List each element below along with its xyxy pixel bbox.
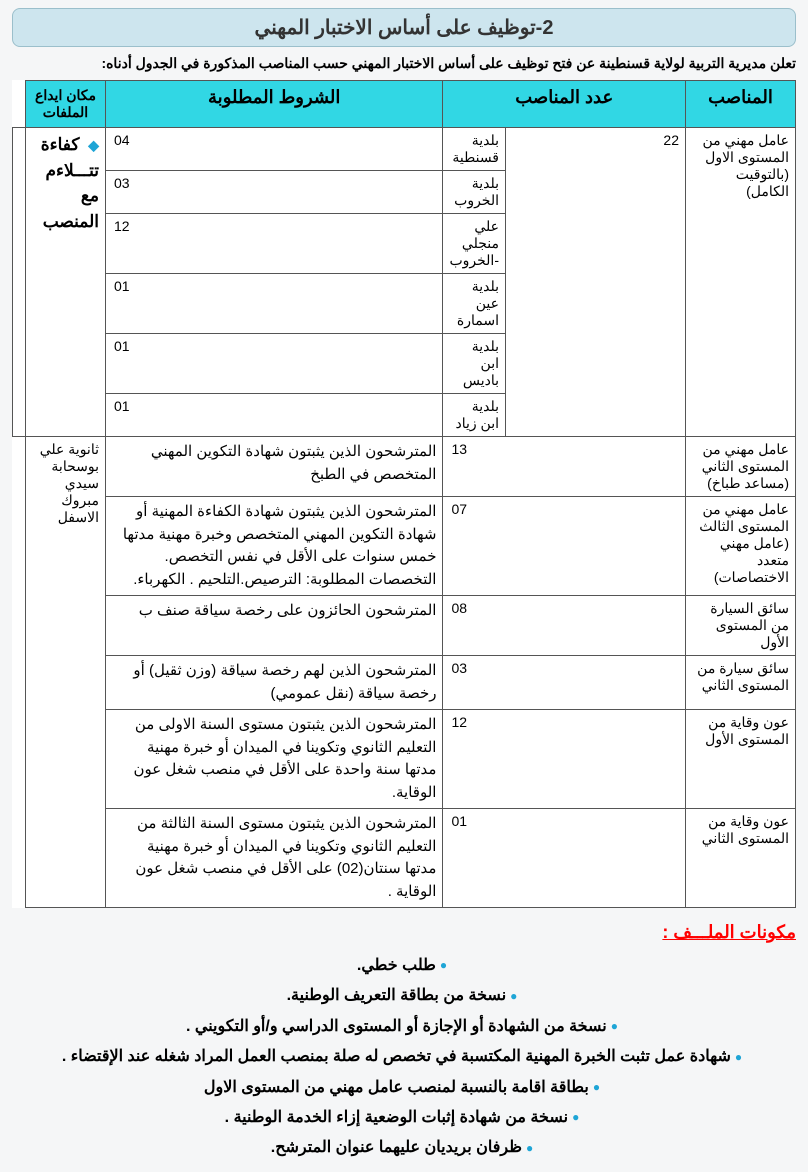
count-cell: 03 — [443, 656, 686, 710]
file-item: ● نسخة من الشهادة أو الإجازة أو المستوى ا… — [12, 1012, 796, 1042]
pos-cell: سائق سيارة من المستوى الثاني — [686, 656, 796, 710]
th-depot: مكان ايداع الملفات — [26, 81, 106, 128]
file-item: ● شهادة عمل تثبت الخبرة المهنية المكتسبة … — [12, 1042, 796, 1072]
sub-place: بلدية الخروب — [443, 171, 506, 214]
bullet-icon: ● — [611, 1019, 618, 1033]
bullet-icon: ● — [572, 1110, 579, 1124]
req-cell: ◆ كفاءة تتـــلاءم مع المنصب — [26, 128, 106, 437]
sub-count: 12 — [106, 214, 443, 274]
count-total: 22 — [506, 128, 686, 437]
depot-cell: ثانوية علي بوسحابة سيدي مبروك الاسفل — [26, 437, 106, 908]
pos-cell: عون وقاية من المستوى الأول — [686, 710, 796, 809]
count-cell: 12 — [443, 710, 686, 809]
req-cell: المترشحون الذين يثبتون شهادة الكفاءة الم… — [106, 497, 443, 596]
req-cell: المترشحون الذين يثبتون مستوى السنة الثال… — [106, 809, 443, 908]
sub-place: بلدية ابن باديس — [443, 334, 506, 394]
depot-empty — [13, 128, 26, 437]
sub-count: 01 — [106, 274, 443, 334]
file-item: ● طلب خطي. — [12, 951, 796, 981]
bullet-icon: ● — [510, 989, 517, 1003]
positions-table: المناصب عدد المناصب الشروط المطلوبة مكان… — [12, 80, 796, 908]
sub-count: 01 — [106, 394, 443, 437]
bullet-icon: ● — [735, 1050, 742, 1064]
count-cell: 08 — [443, 596, 686, 656]
bullet-icon: ● — [440, 958, 447, 972]
file-item: ● بطاقة اقامة بالنسبة لمنصب عامل مهني من … — [12, 1073, 796, 1103]
page-title: 2-توظيف على أساس الاختبار المهني — [12, 8, 796, 47]
file-item: ● ظرفان بريديان عليهما عنوان المترشح. — [12, 1133, 796, 1163]
req-cell: المترشحون الذين لهم رخصة سياقة (وزن ثقيل… — [106, 656, 443, 710]
bullet-icon: ● — [526, 1141, 533, 1155]
pos-cell: عون وقاية من المستوى الثاني — [686, 809, 796, 908]
th-requirements: الشروط المطلوبة — [106, 81, 443, 128]
count-cell: 01 — [443, 809, 686, 908]
req-cell: المترشحون الحائزون على رخصة سياقة صنف ب — [106, 596, 443, 656]
file-section-title: مكونات الملـــف : — [12, 922, 796, 943]
sub-place: بلدية عين اسمارة — [443, 274, 506, 334]
count-cell: 13 — [443, 437, 686, 497]
pos-cell: سائق السيارة من المستوى الأول — [686, 596, 796, 656]
file-list: ●طلب خطي.●نسخة من بطاقة التعريف الوطنية.… — [12, 951, 796, 1164]
sub-count: 03 — [106, 171, 443, 214]
file-item: ●نسخة من بطاقة التعريف الوطنية. — [12, 981, 796, 1011]
file-item-text: نسخة من بطاقة التعريف الوطنية. — [287, 987, 507, 1004]
file-item-text: بطاقة اقامة بالنسبة لمنصب عامل مهني من ا… — [204, 1079, 589, 1096]
sub-place: بلدية ابن زياد — [443, 394, 506, 437]
sub-count: 04 — [106, 128, 443, 171]
file-item-text: نسخة من شهادة إثبات الوضعية إزاء الخدمة … — [225, 1109, 568, 1126]
pos-cell: عامل مهني من المستوى الاول (بالتوقيت الك… — [686, 128, 796, 437]
bullet-icon: ● — [593, 1080, 600, 1094]
sub-count: 01 — [106, 334, 443, 394]
pos-cell: عامل مهني من المستوى الثاني (مساعد طباخ) — [686, 437, 796, 497]
req-cell: المترشحون الذين يثبتون مستوى السنة الاول… — [106, 710, 443, 809]
intro-text: تعلن مديرية التربية لولاية قسنطينة عن فت… — [12, 55, 796, 72]
req-cell: المترشحون الذين يثبتون شهادة التكوين الم… — [106, 437, 443, 497]
bullet-icon: ◆ — [88, 137, 99, 153]
pos-cell: عامل مهني من المستوى الثالث (عامل مهني م… — [686, 497, 796, 596]
file-item-text: نسخة من الشهادة أو الإجازة أو المستوى ال… — [186, 1018, 607, 1035]
file-item-text: شهادة عمل تثبت الخبرة المهنية المكتسبة ف… — [62, 1048, 731, 1065]
count-cell: 07 — [443, 497, 686, 596]
th-positions: المناصب — [686, 81, 796, 128]
file-item: ● نسخة من شهادة إثبات الوضعية إزاء الخدمة… — [12, 1103, 796, 1133]
file-item-text: ظرفان بريديان عليهما عنوان المترشح. — [271, 1139, 522, 1156]
file-item-text: طلب خطي. — [357, 957, 436, 974]
sub-place: بلدية قسنطية — [443, 128, 506, 171]
th-count: عدد المناصب — [443, 81, 686, 128]
sub-place: علي منجلي -الخروب — [443, 214, 506, 274]
